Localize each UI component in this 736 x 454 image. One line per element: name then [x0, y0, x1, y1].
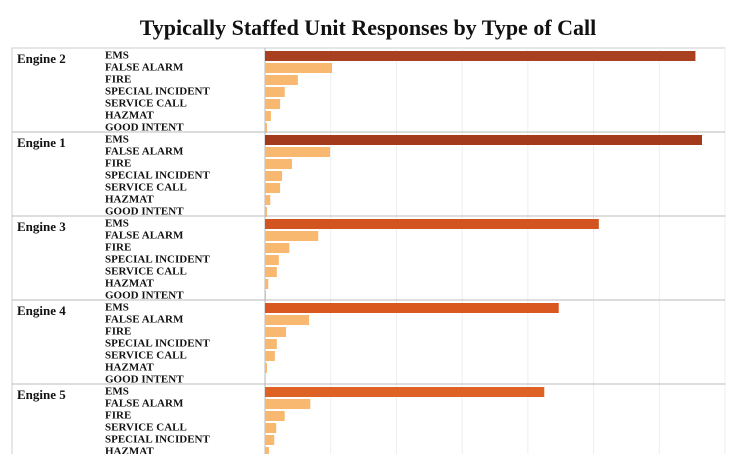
bar [265, 351, 275, 361]
bar [265, 327, 287, 337]
bar [265, 111, 271, 121]
category-label: SERVICE CALL [105, 350, 187, 362]
category-label: GOOD INTENT [105, 122, 184, 134]
bar [265, 123, 267, 133]
chart-title: Typically Staffed Unit Responses by Type… [140, 15, 597, 40]
bar [265, 255, 279, 265]
category-label: SERVICE CALL [105, 182, 187, 194]
bar [265, 447, 269, 454]
bar [265, 51, 696, 61]
bar [265, 159, 292, 169]
bar [265, 411, 285, 421]
category-label: EMS [105, 50, 129, 62]
bar [265, 267, 277, 277]
category-label: GOOD INTENT [105, 206, 184, 218]
bar [265, 291, 266, 301]
bar [265, 279, 269, 289]
bar [265, 63, 333, 73]
bar [265, 207, 267, 217]
bar [265, 243, 290, 253]
category-label: SERVICE CALL [105, 98, 187, 110]
category-label: SERVICE CALL [105, 422, 187, 434]
category-label: GOOD INTENT [105, 290, 184, 302]
category-label: EMS [105, 302, 129, 314]
category-label: EMS [105, 218, 129, 230]
bar [265, 303, 559, 313]
bar [265, 135, 702, 145]
category-label: FIRE [105, 158, 131, 170]
category-label: FIRE [105, 410, 131, 422]
category-label: FALSE ALARM [105, 146, 184, 158]
category-label: SPECIAL INCIDENT [105, 254, 210, 266]
bar [265, 183, 281, 193]
category-label: FALSE ALARM [105, 62, 184, 74]
category-label: HAZMAT [105, 278, 154, 290]
bar [265, 75, 298, 85]
group-label: Engine 3 [17, 219, 66, 234]
category-label: GOOD INTENT [105, 374, 184, 386]
bar [265, 147, 331, 157]
bar [265, 87, 285, 97]
category-label: FALSE ALARM [105, 230, 184, 242]
category-label: FIRE [105, 326, 131, 338]
category-label: EMS [105, 134, 129, 146]
bar [265, 315, 310, 325]
bar [265, 423, 277, 433]
category-label: HAZMAT [105, 194, 154, 206]
category-label: FIRE [105, 74, 131, 86]
category-label: EMS [105, 386, 129, 398]
group-label: Engine 1 [17, 135, 66, 150]
category-label: SPECIAL INCIDENT [105, 86, 210, 98]
group-label: Engine 5 [17, 387, 66, 402]
bar [265, 435, 275, 445]
bar [265, 387, 545, 397]
bar [265, 363, 267, 373]
category-label: HAZMAT [105, 446, 154, 454]
bar [265, 99, 281, 109]
bar [265, 399, 311, 409]
category-label: FIRE [105, 242, 131, 254]
bar [265, 339, 277, 349]
category-label: HAZMAT [105, 362, 154, 374]
bar [265, 219, 599, 229]
category-label: FALSE ALARM [105, 398, 184, 410]
category-label: HAZMAT [105, 110, 154, 122]
bar [265, 171, 283, 181]
category-label: SERVICE CALL [105, 266, 187, 278]
group-label: Engine 2 [17, 51, 66, 66]
bar [265, 375, 266, 385]
group-label: Engine 4 [17, 303, 66, 318]
bar [265, 195, 271, 205]
bar [265, 231, 319, 241]
category-label: SPECIAL INCIDENT [105, 170, 210, 182]
category-label: FALSE ALARM [105, 314, 184, 326]
category-label: SPECIAL INCIDENT [105, 338, 210, 350]
category-label: SPECIAL INCIDENT [105, 434, 210, 446]
